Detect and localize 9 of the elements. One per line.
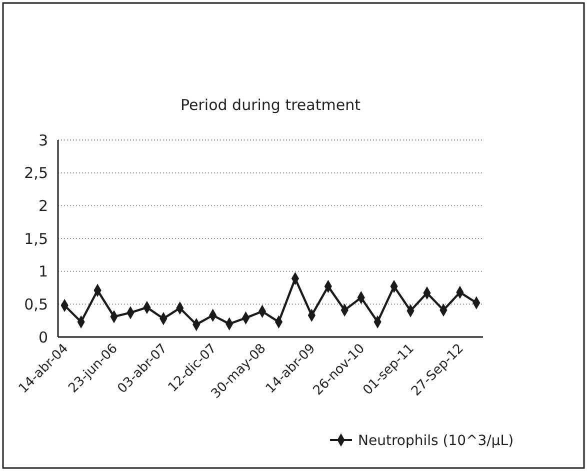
y-tick-label: 0,5	[24, 295, 48, 314]
y-tick-label: 2	[38, 196, 48, 215]
y-tick-label: 1,5	[24, 230, 48, 248]
chart-title: Period during treatment	[180, 96, 361, 114]
y-tick-label: 0	[38, 328, 48, 346]
legend-label: Neutrophils (10^3/μL)	[358, 432, 514, 449]
y-tick-label: 2,5	[24, 164, 48, 182]
y-tick-label: 1	[38, 262, 48, 281]
y-tick-label: 3	[38, 131, 48, 150]
